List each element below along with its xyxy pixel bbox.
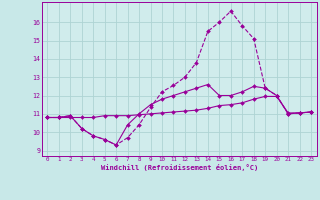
X-axis label: Windchill (Refroidissement éolien,°C): Windchill (Refroidissement éolien,°C): [100, 164, 258, 171]
